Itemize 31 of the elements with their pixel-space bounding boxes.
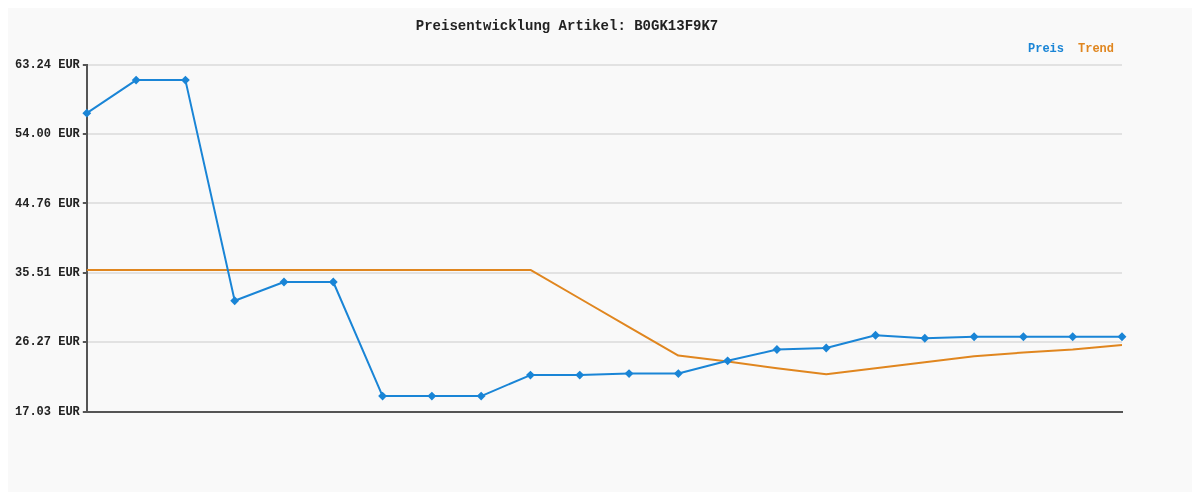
text: Trend: [1077, 41, 1115, 56]
point: [378, 392, 387, 401]
text: Preis: [1027, 41, 1064, 56]
point: [625, 369, 634, 378]
point: [132, 76, 141, 85]
point: [427, 392, 436, 401]
y-tick-label: 63.24 EUR: [15, 57, 81, 72]
point: [920, 334, 929, 343]
point: [723, 356, 732, 365]
point: [1118, 332, 1126, 341]
y-tick-label: 54.00 EUR: [15, 127, 81, 142]
point: [674, 369, 683, 378]
point: [1019, 332, 1028, 341]
y-tick-label: 35.51 EUR: [15, 265, 81, 280]
point: [772, 345, 781, 354]
y-tick-label: 17.03 EUR: [15, 404, 81, 419]
chart-title: Preisentwicklung Artikel: B0GK13F9K7: [415, 17, 719, 34]
point: [279, 277, 288, 286]
point: [575, 371, 584, 380]
point: [970, 332, 979, 341]
point: [822, 344, 831, 353]
point: [181, 76, 190, 85]
point: [230, 296, 239, 305]
point: [329, 277, 338, 286]
point: [82, 109, 91, 118]
point: [477, 392, 486, 401]
y-tick-label: 44.76 EUR: [15, 196, 81, 211]
point: [871, 331, 880, 340]
point: [526, 371, 535, 380]
point: [1068, 332, 1077, 341]
y-tick-label: 26.27 EUR: [15, 335, 81, 350]
